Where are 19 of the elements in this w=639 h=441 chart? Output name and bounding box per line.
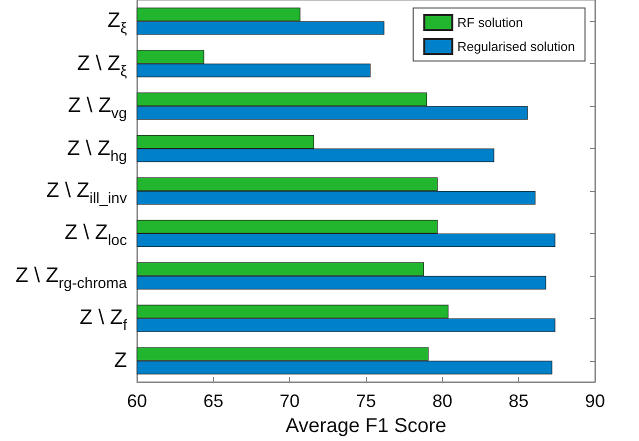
x-tick-label: 80	[432, 391, 452, 411]
legend-label: RF solution	[457, 15, 523, 30]
y-tick-label: Z \ Z$_{rg-chroma}$	[15, 262, 127, 292]
x-tick-label: 60	[126, 391, 148, 411]
x-tick-label: 65	[203, 391, 224, 411]
y-tick-label: Z \ Z$_{vg}$	[68, 93, 127, 122]
y-tick-label: Z	[114, 348, 127, 374]
x-tick-label: 85	[508, 391, 529, 411]
y-tick-label: Z \ Z$_{ill_inv}$	[46, 178, 127, 207]
y-tick-label: Z \ Z$_{hg}$	[67, 136, 127, 165]
legend-label: Regularised solution	[457, 39, 576, 54]
y-tick-label: Z \ Z$_{ξ}$	[77, 50, 127, 80]
x-tick-label: 70	[280, 391, 300, 411]
y-tick-label: Z \ Z$_{loc}$	[64, 220, 127, 250]
x-axis-title: Average F1 Score	[286, 415, 446, 437]
x-tick-label: 90	[584, 391, 606, 411]
y-tick-label: Z$_{ξ}$	[107, 8, 127, 38]
x-tick-label: 75	[356, 391, 376, 411]
y-tick-label: Z \ Z$_{f}$	[80, 305, 127, 334]
